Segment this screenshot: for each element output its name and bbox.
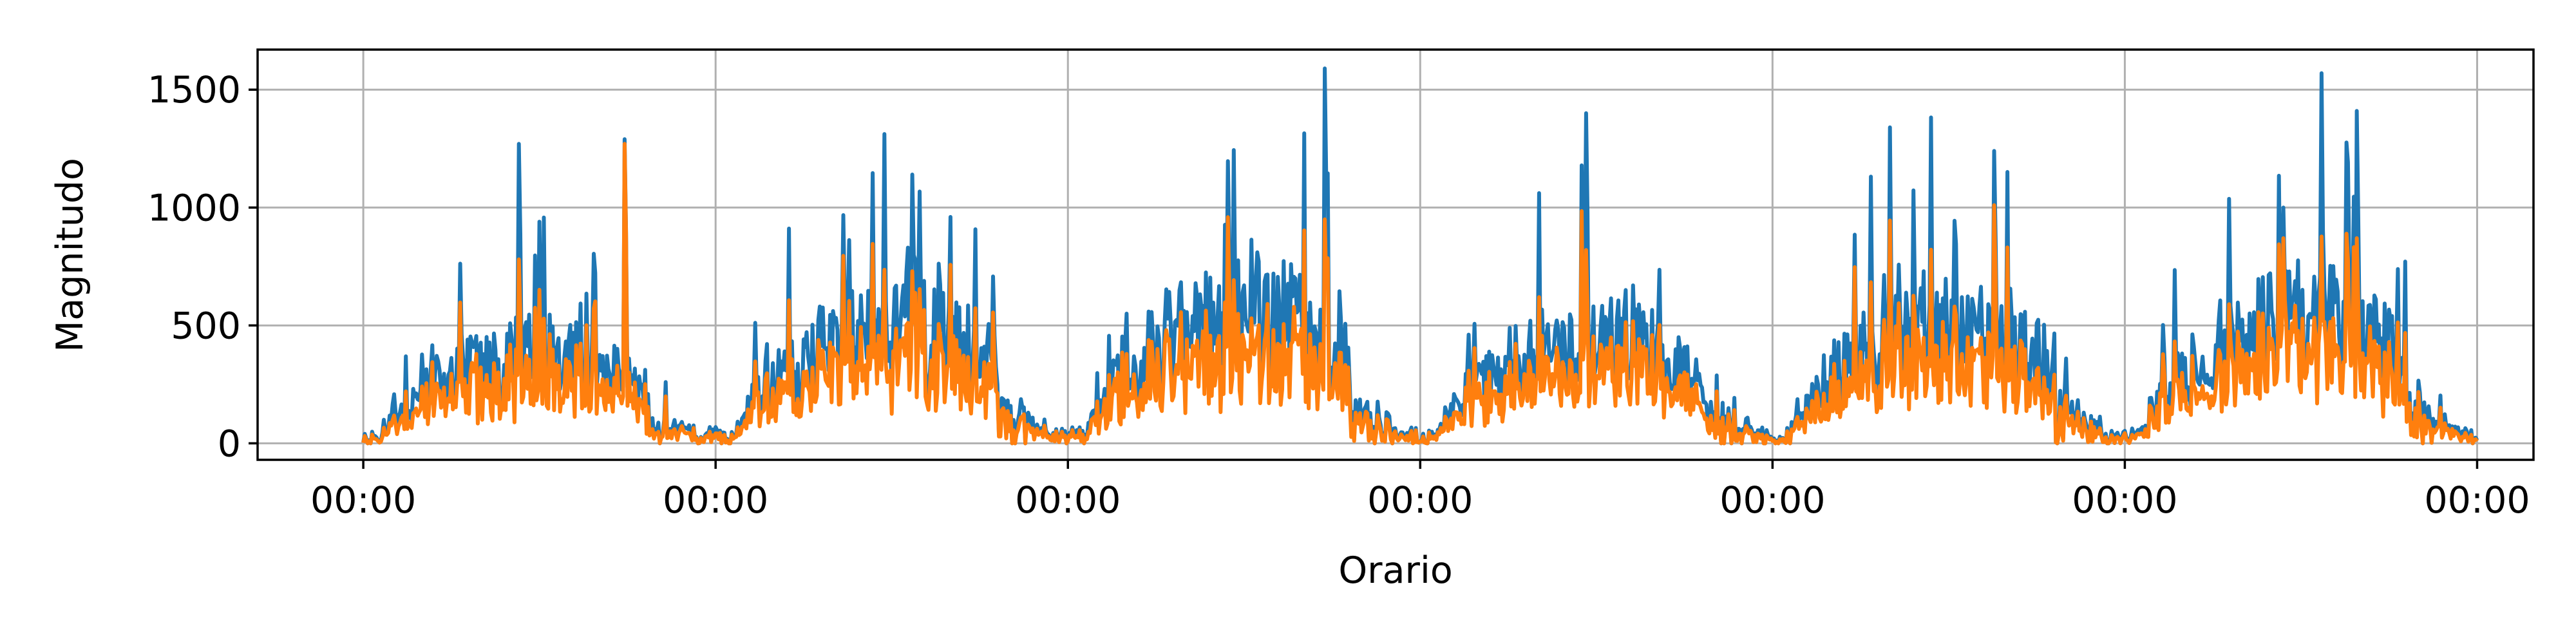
x-tick-label: 00:00 [1367, 479, 1473, 522]
y-tick-label: 1000 [147, 187, 241, 229]
y-tick-label: 500 [171, 305, 241, 347]
x-tick-label: 00:00 [2072, 479, 2177, 522]
series-layer [361, 66, 2479, 446]
x-tick-label: 00:00 [663, 479, 768, 522]
x-tick-label: 00:00 [1015, 479, 1121, 522]
y-tick-label: 1500 [147, 69, 241, 111]
series-line-2 [361, 142, 2479, 446]
y-tick-label: 0 [218, 422, 241, 465]
x-tick-label: 00:00 [310, 479, 416, 522]
plot-frame [256, 48, 2535, 461]
x-tick-label: 00:00 [1719, 479, 1825, 522]
x-axis-label: Orario [1338, 549, 1452, 592]
x-tick-label: 00:00 [2424, 479, 2530, 522]
ticks: 00:00 00:00 00:00 00:00 00:00 00:00 00:00 0 500 1… [147, 69, 2530, 522]
grid [258, 50, 2533, 460]
y-axis-label: Magnitudo [49, 158, 91, 352]
